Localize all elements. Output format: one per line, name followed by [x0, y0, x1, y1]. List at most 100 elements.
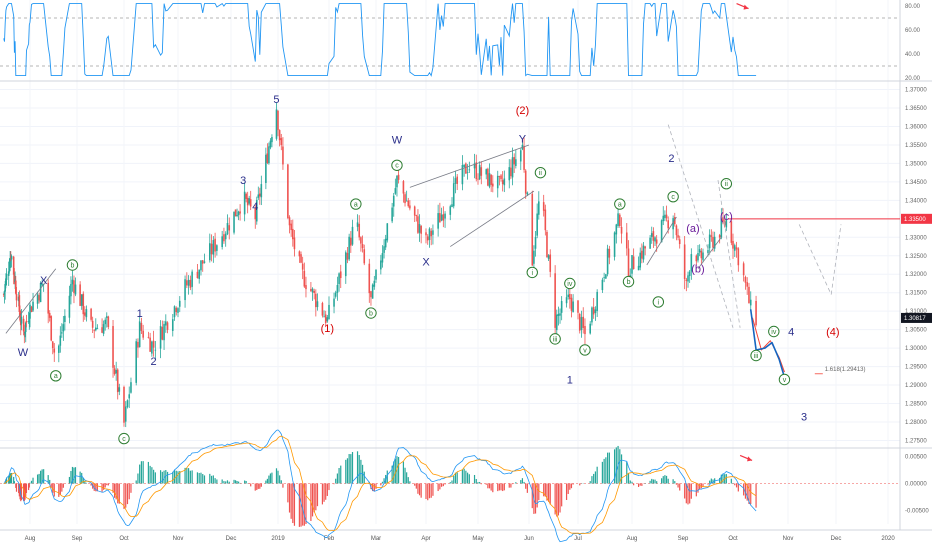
- candle-body: [124, 406, 127, 422]
- candle-body: [570, 297, 573, 311]
- wave-label-circle: [614, 198, 626, 210]
- osc-line: [3, 2, 757, 77]
- macd-bar: [96, 483, 98, 492]
- macd-bar: [487, 483, 489, 489]
- candle-body: [200, 260, 202, 271]
- price-y-tick: 1.31000: [905, 309, 927, 315]
- macd-bar: [526, 483, 528, 493]
- candle-body: [239, 211, 241, 214]
- macd-bar: [302, 483, 304, 526]
- macd-bar: [570, 483, 573, 489]
- wave-label: b: [627, 279, 631, 286]
- macd-bar: [557, 483, 559, 516]
- candle-body: [23, 331, 26, 336]
- macd-bar: [10, 472, 13, 484]
- macd-bar: [300, 483, 302, 527]
- wave-label-circle: [526, 266, 538, 279]
- candle-body: [546, 231, 548, 258]
- macd-bar: [498, 483, 500, 491]
- macd-y-tick: 0.00500: [905, 454, 927, 460]
- projection-dashed-line: [667, 124, 734, 328]
- price-y-tick: 1.29500: [905, 365, 927, 371]
- candle-body: [333, 298, 335, 307]
- wave-label: 5: [273, 94, 279, 106]
- wave-label-circle: [652, 296, 665, 308]
- macd-bar: [420, 483, 422, 498]
- candle-body: [746, 282, 748, 287]
- macd-bar: [538, 483, 540, 501]
- wave-label-circle: [534, 166, 547, 179]
- macd-bar: [430, 483, 432, 498]
- candle-body: [7, 271, 10, 276]
- candle-body: [511, 157, 514, 178]
- macd-bar: [303, 483, 305, 526]
- macd-bar: [85, 482, 87, 484]
- x-axis-tick: Nov: [173, 536, 184, 542]
- candle-body: [361, 244, 364, 249]
- wave-label-circle: [549, 333, 561, 345]
- candle-body: [641, 250, 643, 259]
- candle-body: [147, 336, 150, 338]
- macd-bar: [234, 480, 237, 484]
- macd-bar: [549, 483, 551, 505]
- macd-bar: [690, 483, 692, 499]
- macd-bar: [268, 475, 270, 484]
- candle-body: [569, 294, 571, 300]
- candle-body: [107, 316, 110, 328]
- macd-bar: [475, 479, 477, 484]
- candle-body: [5, 273, 8, 280]
- macd-bar: [165, 470, 167, 484]
- macd-bar: [313, 483, 315, 513]
- candle-body: [735, 247, 738, 250]
- candle-body: [171, 319, 174, 331]
- channel-upper-line: [409, 144, 530, 188]
- candle-body: [19, 313, 21, 321]
- candle-body: [85, 309, 88, 318]
- candle-body: [358, 223, 361, 238]
- candle-body: [578, 313, 581, 331]
- macd-bar: [104, 483, 106, 488]
- candle-body: [334, 292, 337, 297]
- candle-body: [577, 300, 579, 313]
- macd-bar: [321, 483, 324, 505]
- candle-body: [673, 217, 676, 225]
- macd-bar: [84, 481, 86, 484]
- candle-body: [275, 109, 278, 139]
- wave-label: (c): [720, 211, 733, 223]
- osc-y-tick: 80.00: [905, 4, 921, 10]
- candle-body: [293, 237, 296, 250]
- candle-body: [3, 291, 6, 295]
- candle-body: [116, 369, 119, 393]
- candle-body: [118, 387, 121, 392]
- macd-bar: [409, 481, 411, 484]
- candle-body: [480, 167, 483, 176]
- candle-body: [336, 285, 339, 293]
- candle-body: [68, 295, 71, 318]
- candle-body: [4, 284, 6, 292]
- candle-body: [93, 329, 96, 331]
- candle-body: [105, 316, 108, 318]
- macd-bar: [427, 483, 429, 501]
- candle-body: [348, 236, 350, 260]
- candle-body: [209, 243, 211, 261]
- price-y-tick: 1.31500: [905, 291, 927, 297]
- wave-label: 4: [788, 326, 794, 338]
- candle-body: [323, 316, 325, 318]
- price-y-tick: 1.33000: [905, 235, 927, 241]
- macd-bar: [428, 483, 431, 499]
- macd-bar: [601, 461, 603, 484]
- macd-bar: [654, 479, 656, 484]
- macd-bar: [697, 483, 699, 493]
- candle-body: [437, 213, 439, 229]
- candle-body: [603, 277, 605, 279]
- candle-body: [690, 254, 693, 272]
- candle-body: [113, 368, 116, 374]
- candle-body: [426, 236, 429, 241]
- macd-bar: [665, 475, 668, 484]
- candle-body: [523, 146, 525, 170]
- macd-bar: [13, 481, 15, 484]
- candle-body: [642, 245, 645, 260]
- macd-bar: [687, 483, 689, 505]
- candle-body: [667, 220, 669, 229]
- macd-bar: [565, 483, 568, 500]
